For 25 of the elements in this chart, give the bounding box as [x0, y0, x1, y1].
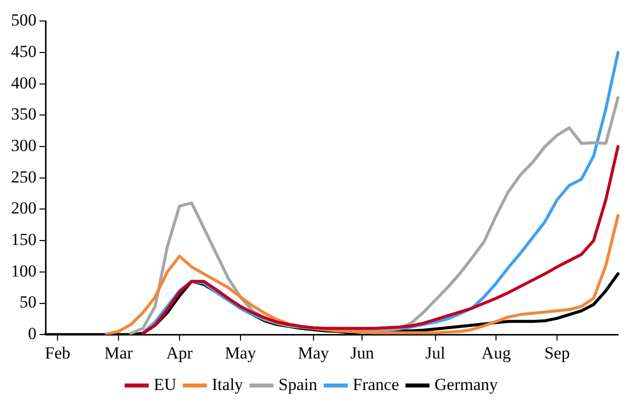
legend-label: EU — [154, 374, 176, 394]
x-tick-label: May — [298, 343, 330, 362]
y-tick-label: 250 — [11, 167, 36, 186]
x-tick-label: Apr — [166, 343, 194, 362]
legend-label: Spain — [278, 374, 318, 394]
x-tick-label: Jul — [425, 343, 446, 362]
x-tick-label: Jun — [350, 343, 375, 362]
x-tick-label: Aug — [482, 343, 512, 362]
legend-label: France — [352, 374, 400, 394]
x-tick-label: Mar — [104, 343, 134, 362]
y-tick-label: 0 — [28, 324, 36, 344]
y-tick-label: 150 — [11, 230, 36, 250]
y-tick-label: 200 — [11, 198, 36, 218]
y-tick-label: 500 — [11, 10, 36, 30]
legend-label: Germany — [434, 374, 498, 394]
y-tick-label: 400 — [11, 73, 36, 92]
legend-label: Italy — [212, 374, 244, 394]
y-tick-label: 450 — [11, 42, 36, 62]
y-tick-label: 100 — [11, 261, 36, 280]
x-tick-label: Feb — [44, 343, 70, 362]
y-tick-label: 50 — [20, 292, 36, 312]
x-tick-label: Sep — [544, 343, 570, 362]
y-tick-label: 350 — [11, 104, 36, 124]
x-tick-label: May — [224, 343, 256, 362]
y-tick-label: 300 — [11, 136, 36, 156]
